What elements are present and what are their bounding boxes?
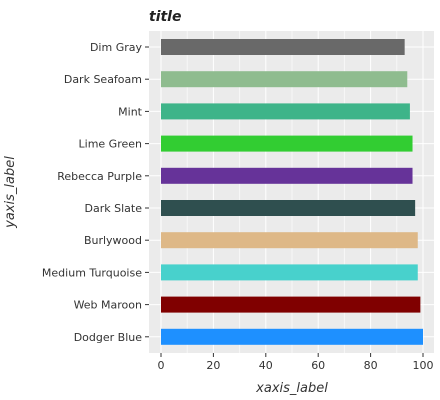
bar-web-maroon: [161, 296, 421, 313]
y-tick-label: Dodger Blue: [74, 331, 143, 344]
y-tick-label: Burlywood: [84, 234, 142, 247]
y-tick-label: Medium Turquoise: [42, 266, 142, 279]
bar-medium-turquoise: [161, 264, 418, 281]
bar-dark-slate: [161, 200, 416, 216]
y-tick-label: Lime Green: [79, 138, 143, 151]
y-tick-label: Mint: [118, 105, 143, 118]
x-tick-label: 20: [206, 359, 220, 372]
bar-burlywood: [161, 232, 418, 249]
bar-dodger-blue: [161, 328, 423, 345]
y-tick-layer: Dim Gray Dark Seafoam Mint Lime Green Rebecc…: [42, 41, 149, 344]
x-tick-label: 80: [364, 359, 378, 372]
bar-rebecca-purple: [161, 167, 413, 184]
bar-mint: [161, 103, 410, 120]
bar-dim-gray: [161, 39, 405, 55]
x-axis-label: xaxis_label: [255, 381, 328, 396]
y-tick-label: Dim Gray: [90, 41, 143, 54]
bar-lime-green: [161, 135, 413, 152]
x-tick-layer: 0 20 40 60 80 100: [158, 353, 434, 372]
y-tick-label: Web Maroon: [74, 299, 142, 312]
x-tick-label: 40: [259, 359, 273, 372]
y-axis-label: yaxis_label: [3, 156, 18, 229]
x-tick-label: 0: [158, 359, 165, 372]
bar-layer: [161, 39, 423, 345]
y-tick-label: Rebecca Purple: [57, 170, 142, 183]
x-tick-label: 100: [413, 359, 434, 372]
chart-title: title: [149, 9, 181, 25]
bar-dark-seafoam: [161, 71, 408, 88]
y-tick-label: Dark Slate: [85, 202, 143, 215]
x-tick-label: 60: [311, 359, 325, 372]
y-tick-label: Dark Seafoam: [64, 73, 142, 86]
